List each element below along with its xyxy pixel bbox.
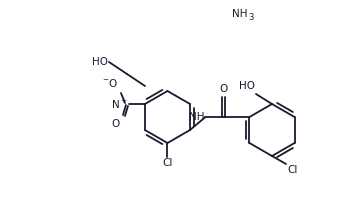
Text: Cl: Cl (162, 158, 173, 168)
Text: O: O (220, 84, 228, 94)
Text: HO: HO (239, 81, 255, 91)
Text: O: O (112, 119, 120, 129)
Text: HO: HO (92, 57, 108, 67)
Text: Cl: Cl (287, 165, 298, 175)
Text: N$^+$: N$^+$ (111, 97, 128, 111)
Text: $^{-}$O: $^{-}$O (102, 77, 118, 89)
Text: NH: NH (189, 112, 205, 122)
Text: NH: NH (232, 9, 248, 19)
Text: 3: 3 (248, 13, 253, 22)
